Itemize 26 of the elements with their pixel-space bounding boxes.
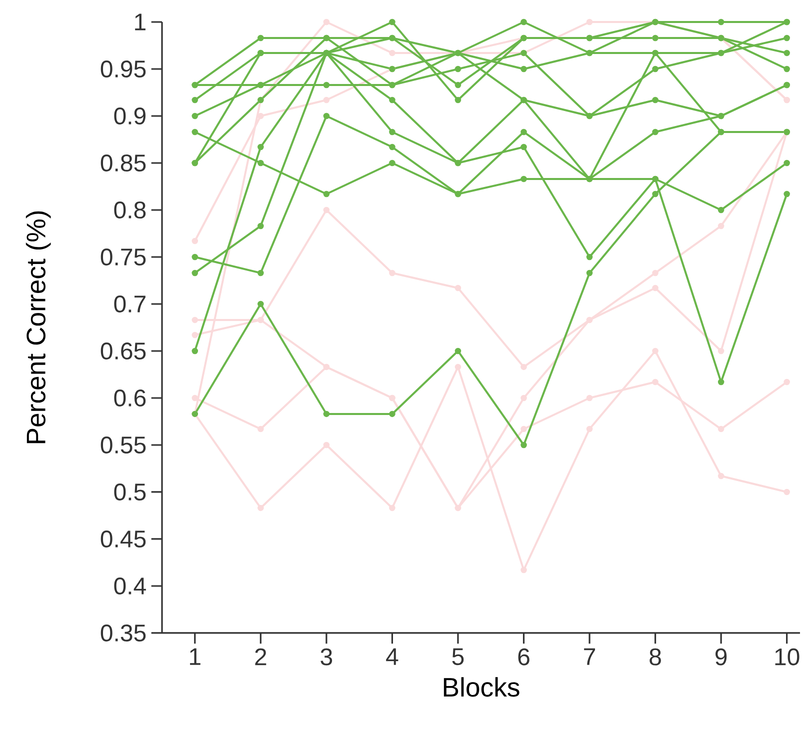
x-tick-label: 2 <box>255 648 266 666</box>
y-tick-label: 1 <box>135 14 146 30</box>
y-tick-label: 0.9 <box>114 107 146 124</box>
y-tick-label: 0.7 <box>114 295 146 312</box>
y-tick-label: 0.65 <box>100 342 146 360</box>
y-tick-label: 0.55 <box>100 436 146 454</box>
x-tick-label: 4 <box>386 648 398 665</box>
y-tick-label: 0.5 <box>114 483 146 500</box>
y-tick-label: 0.35 <box>100 624 146 642</box>
x-tick-label: 9 <box>716 648 727 666</box>
x-axis-title: Blocks <box>444 677 520 697</box>
x-tick-label: 7 <box>584 648 595 665</box>
x-tick-label: 5 <box>452 648 464 666</box>
x-tick-label: 8 <box>650 648 661 666</box>
y-tick-label: 0.85 <box>100 154 146 172</box>
x-tick-label: 1 <box>190 648 200 665</box>
y-tick-label: 0.4 <box>114 577 146 594</box>
y-tick-label: 0.95 <box>100 60 146 78</box>
y-tick-label: 0.6 <box>114 389 146 406</box>
x-tick-label: 3 <box>320 648 332 666</box>
y-tick-label: 0.75 <box>100 248 146 266</box>
x-tick-label: 6 <box>518 648 530 666</box>
y-axis-title: Percent Correct (%) <box>26 211 51 444</box>
x-tick-label: 10 <box>775 648 800 666</box>
y-tick-label: 0.45 <box>100 530 146 548</box>
y-tick-label: 0.8 <box>114 201 146 218</box>
